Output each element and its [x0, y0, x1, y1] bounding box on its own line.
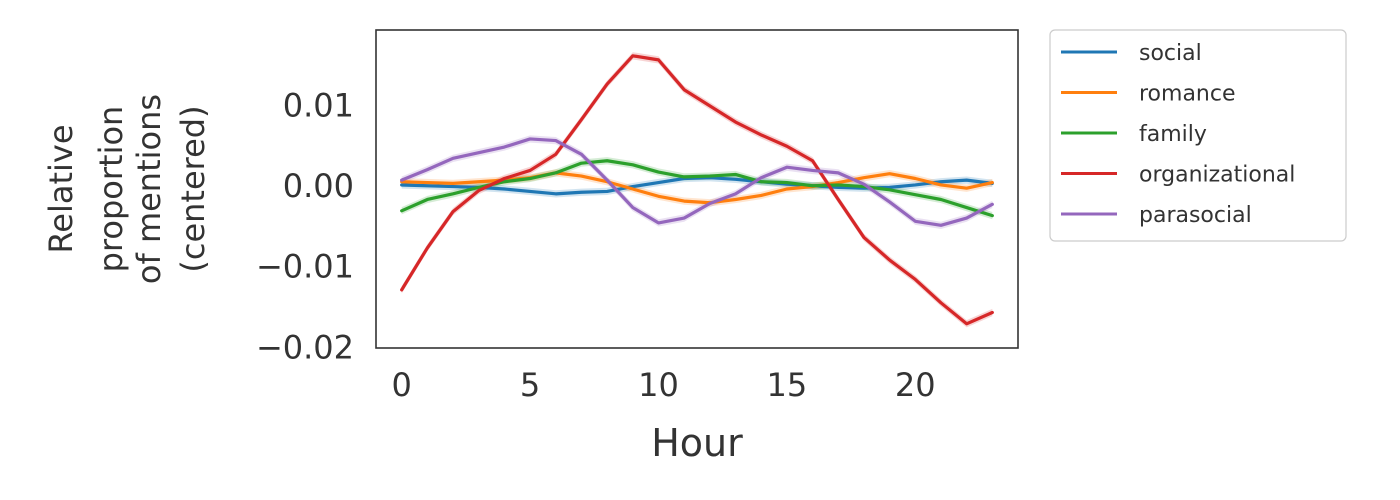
- y-axis-title: Relative proportion of mentions (centered): [42, 94, 212, 284]
- x-axis-title: Hour: [651, 421, 743, 465]
- band-romance: [401, 169, 993, 207]
- y-tick-label: 0.00: [283, 167, 354, 205]
- y-axis-title-line: of mentions: [130, 94, 168, 284]
- legend: social romance family organizational parasoc…: [1049, 29, 1347, 242]
- y-axis-title-line: Relative: [42, 124, 80, 253]
- legend-frame: [1049, 29, 1347, 242]
- x-tick-label: 0: [392, 366, 412, 404]
- series-line-parasocial: [400, 137, 994, 227]
- x-tick-label: 10: [638, 366, 679, 404]
- y-axis-title-line: (centered): [174, 105, 212, 272]
- band-social: [401, 174, 993, 198]
- series-line-social: [400, 176, 994, 196]
- legend-label-parasocial: parasocial: [1139, 203, 1252, 228]
- legend-label-social: social: [1139, 41, 1202, 66]
- x-tick-label: 20: [895, 366, 936, 404]
- x-tick-label: 15: [767, 366, 808, 404]
- series-line-family: [400, 159, 994, 218]
- y-tick-label: −0.01: [256, 248, 354, 286]
- y-axis-title-line: proportion: [92, 106, 130, 273]
- y-tick-label: 0.01: [283, 86, 354, 124]
- legend-label-organizational: organizational: [1139, 163, 1295, 188]
- x-tick-label: 5: [520, 366, 540, 404]
- y-tick-label: −0.02: [256, 328, 354, 366]
- legend-label-family: family: [1139, 122, 1207, 147]
- legend-label-romance: romance: [1139, 82, 1236, 107]
- series-line-organizational: [400, 54, 994, 326]
- x-tick-labels: 0 5 10 15 20: [392, 366, 936, 404]
- y-tick-labels: 0.01 0.00 −0.01 −0.02: [256, 86, 354, 366]
- confidence-bands: [401, 52, 993, 328]
- plot-frame: [375, 29, 1019, 349]
- series-lines: [400, 54, 994, 326]
